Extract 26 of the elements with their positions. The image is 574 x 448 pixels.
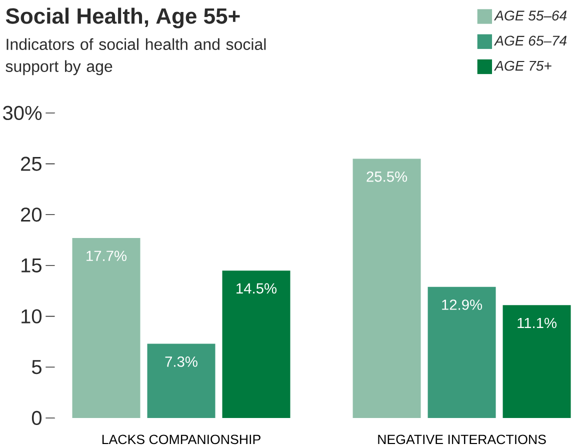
legend-label: AGE 65–74 xyxy=(494,36,567,46)
data-label: 14.5% xyxy=(236,283,276,294)
bar xyxy=(72,238,140,418)
data-label: 12.9% xyxy=(442,300,482,310)
y-tick-label: 25 xyxy=(21,156,42,171)
bar xyxy=(428,286,496,418)
data-label: 7.3% xyxy=(165,356,198,367)
x-tick-label: LACKS COMPANIONSHIP xyxy=(102,434,260,444)
bar xyxy=(502,305,571,418)
data-label: 11.1% xyxy=(518,318,556,328)
data-label: 25.5% xyxy=(366,171,408,182)
y-tick-label: 10 xyxy=(22,309,42,324)
chart-title: Social Health, Age 55+ xyxy=(6,8,240,28)
y-tick-label: 0 xyxy=(32,410,42,426)
data-label: 17.7% xyxy=(86,250,126,262)
chart-subtitle: Indicators of social health and social support by age xyxy=(6,38,266,76)
y-tick-label: 20 xyxy=(21,208,42,222)
legend-label: AGE 55–64 xyxy=(494,10,567,21)
legend-label: AGE 75+ xyxy=(494,60,552,71)
bar xyxy=(147,344,216,418)
x-tick-label: NEGATIVE INTERACTIONS xyxy=(378,434,546,444)
bar xyxy=(222,270,290,418)
y-tick-label: 5 xyxy=(32,360,42,374)
y-tick-label: 30% xyxy=(3,106,42,120)
y-tick-label: 15 xyxy=(22,258,42,272)
bar xyxy=(352,158,421,418)
